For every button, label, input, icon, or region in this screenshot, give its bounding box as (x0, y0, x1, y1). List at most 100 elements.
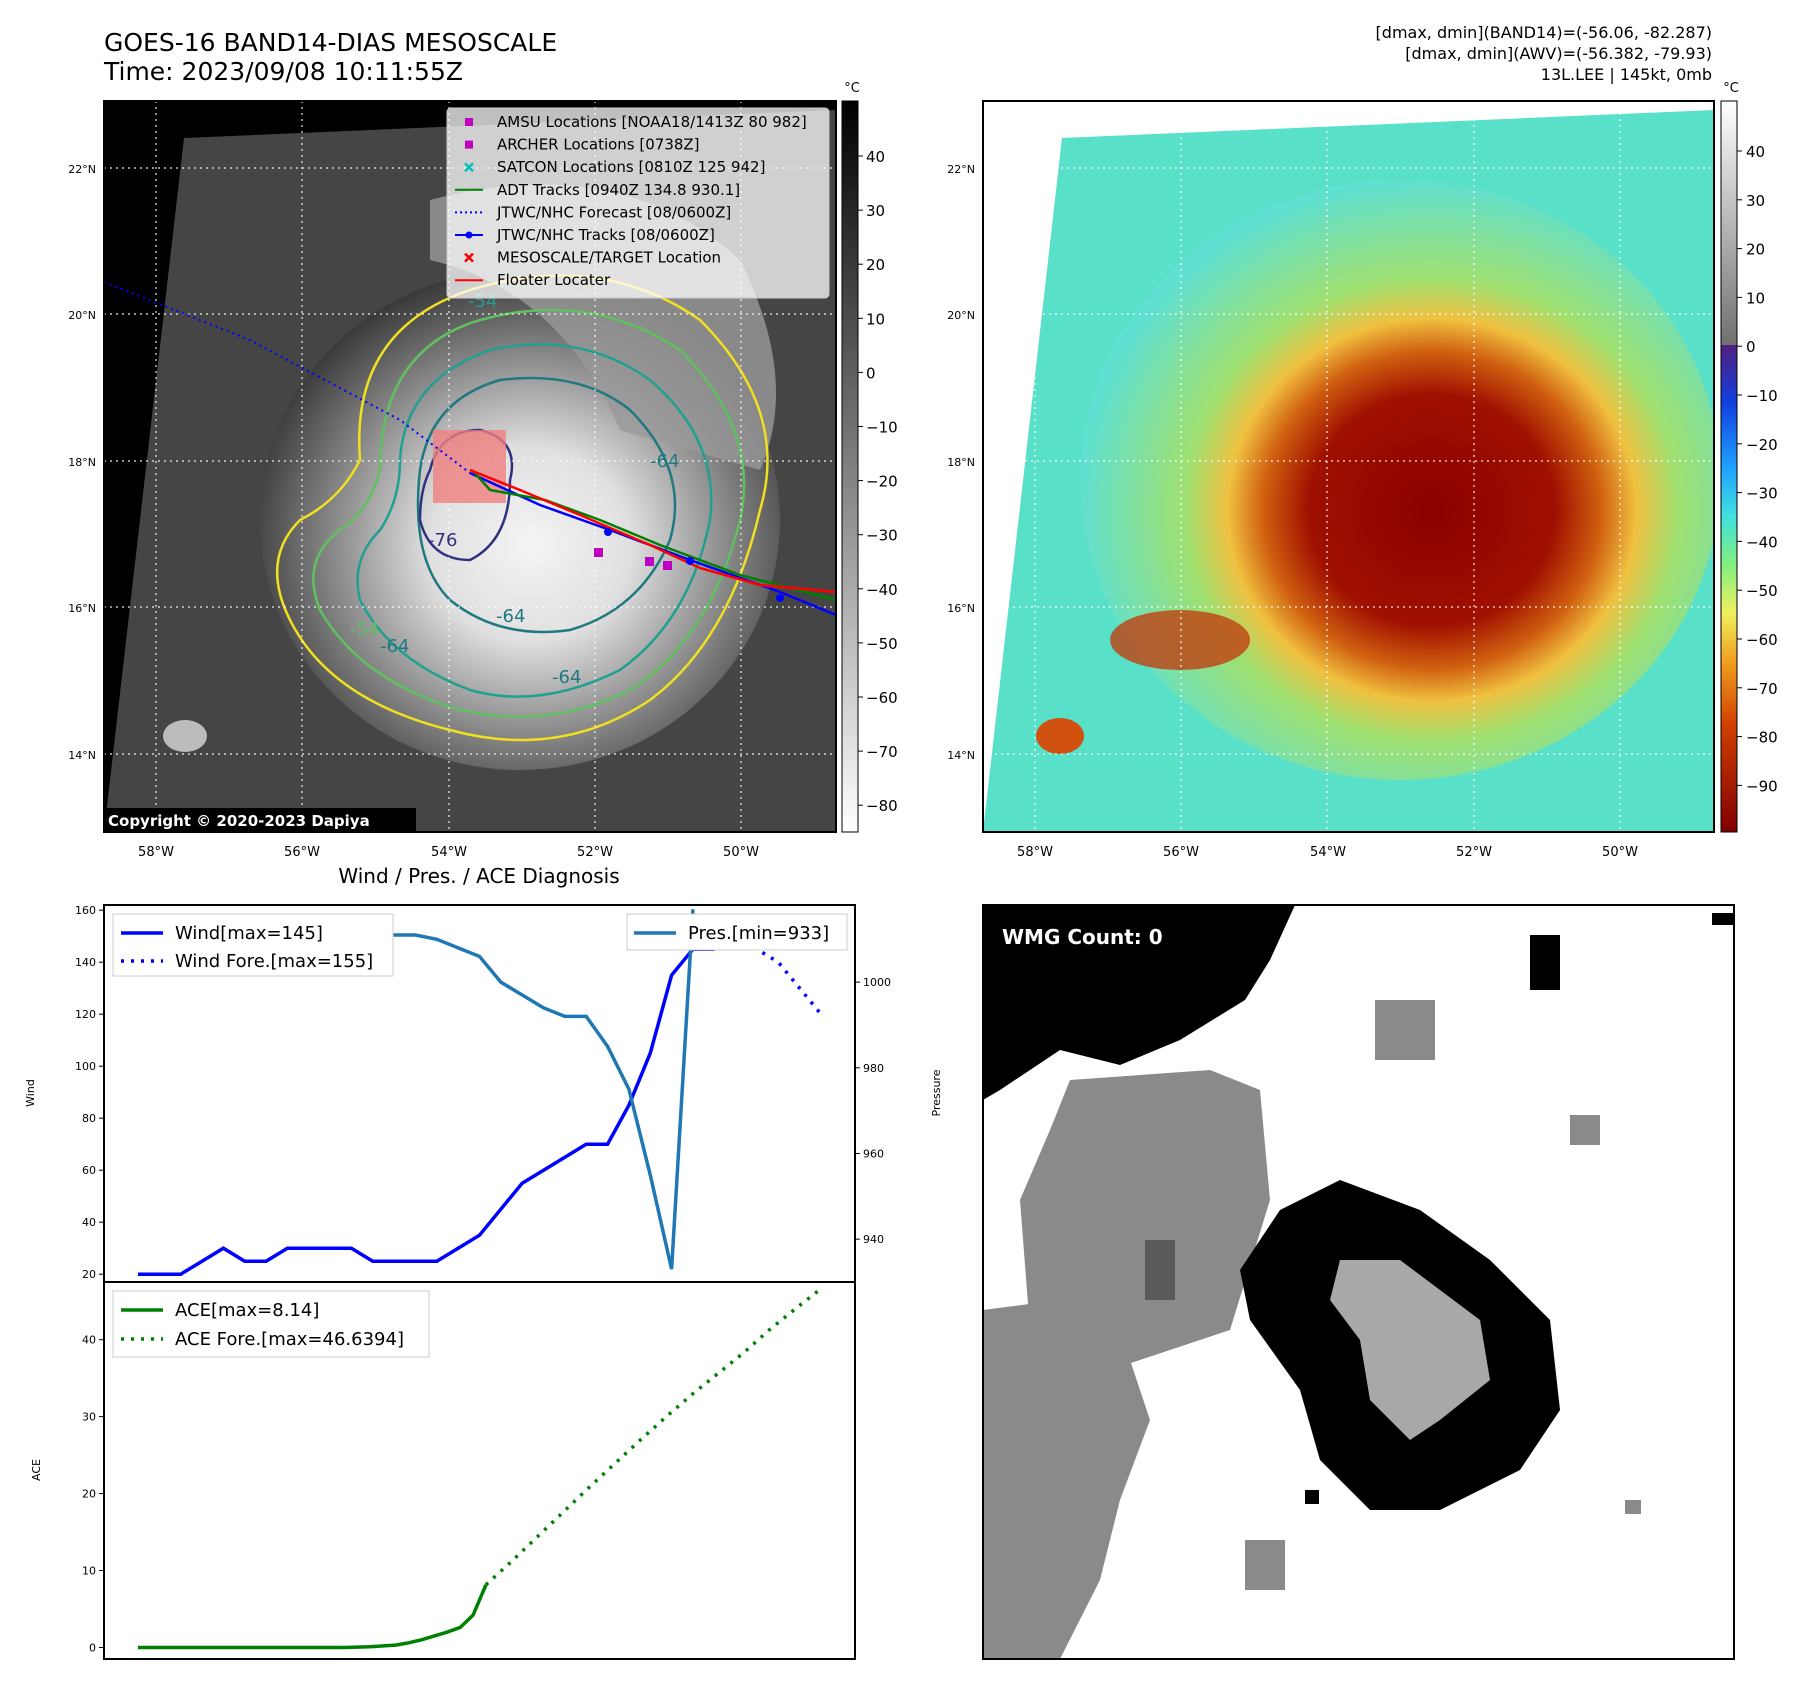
legend-marker-x (464, 162, 474, 173)
wind-legend-box (112, 913, 394, 977)
wmg-gray-lower-left (983, 1300, 1150, 1659)
colorbar-tick-label: 20 (1746, 241, 1765, 259)
legend-marker-x (464, 252, 474, 263)
wmg-count-label: WMG Count: 0 (1002, 925, 1163, 949)
contour-green (312, 308, 746, 718)
colorbar-tick-label: −80 (1746, 729, 1778, 747)
wind-tick-label: 120 (75, 1008, 96, 1021)
wmg-black-top-left (983, 905, 1295, 1100)
wmg-gray-eye (1330, 1260, 1490, 1440)
colorbar-tick-label: −60 (866, 689, 898, 707)
ace-legend-box (112, 1290, 430, 1358)
lon-tick-label: 56°W (1163, 845, 1199, 860)
legend-label: SATCON Locations [0810Z 125 942] (497, 158, 765, 176)
colorbar-tick-label: 30 (866, 202, 885, 220)
lon-tick-label: 58°W (138, 845, 174, 860)
lat-tick-label: 14°N (947, 749, 975, 762)
colorbar-tick-label: 40 (866, 148, 885, 166)
colorbar-tick-label: 0 (866, 364, 876, 382)
legend-label: JTWC/NHC Tracks [08/0600Z] (496, 226, 715, 244)
legend-marker-dot (465, 231, 473, 239)
colorbar-tick-label: −80 (866, 797, 898, 815)
lat-tick-label: 14°N (68, 749, 96, 762)
series-line-1 (691, 920, 823, 1016)
lon-tick-label: 56°W (284, 845, 320, 860)
figure-title: GOES-16 BAND14-DIAS MESOSCALE (104, 28, 557, 57)
ace-legend-label: ACE[max=8.14] (175, 1300, 319, 1321)
ir-map-panel: -54 -64 -76 -64 -64 -54 -64 Copyright © … (103, 100, 837, 833)
floater-track (469, 468, 836, 594)
colorbar-tick-label: −60 (1746, 631, 1778, 649)
lat-tick-label: 20°N (68, 309, 96, 322)
colorbar-tick-label: −40 (866, 581, 898, 599)
colorbar-tick-label: 10 (866, 310, 885, 328)
wmg-panel: WMG Count: 0 (982, 904, 1735, 1660)
contour-label: -64 (380, 636, 409, 657)
lat-tick-label: 20°N (947, 309, 975, 322)
colorbar-tick-label: −50 (1746, 582, 1778, 600)
contour-label: -64 (496, 606, 525, 627)
map-legend: AMSU Locations [NOAA18/1413Z 80 982] ARCH… (446, 107, 830, 299)
contour-label: -64 (552, 667, 581, 688)
colorbar-tick-label: 40 (1746, 143, 1765, 161)
info-awv: [dmax, dmin](AWV)=(-56.382, -79.93) (1405, 44, 1712, 63)
wind-tick-label: 100 (75, 1060, 96, 1073)
wind-axis-label: Wind (24, 1079, 37, 1107)
info-storm: 13L.LEE | 145kt, 0mb (1541, 65, 1712, 84)
colorbar-tick-label: −30 (1746, 485, 1778, 503)
pressure-axis-label: Pressure (930, 1069, 943, 1116)
colorbar-tick-label: 30 (1746, 192, 1765, 210)
colorbar-tick-label: −50 (866, 635, 898, 653)
lon-tick-label: 54°W (1310, 845, 1346, 860)
colorbar-tick-label: −20 (866, 473, 898, 491)
legend-marker-square (465, 140, 473, 149)
pressure-tick-label: 940 (863, 1233, 884, 1246)
contour-label: -64 (650, 451, 679, 472)
lon-tick-label: 52°W (577, 845, 613, 860)
legend-label: MESOSCALE/TARGET Location (497, 249, 721, 267)
series-line-0 (138, 947, 715, 1276)
ace-fore-legend-label: ACE Fore.[max=46.6394] (175, 1329, 404, 1350)
color-map-panel (982, 100, 1715, 833)
legend-label: JTWC/NHC Forecast [08/0600Z] (496, 203, 731, 221)
wind-tick-label: 40 (82, 1216, 96, 1229)
colorbar-left-unit: °C (844, 81, 860, 96)
colorbar-tick-label: −20 (1746, 436, 1778, 454)
colorbar-tick-label: 20 (866, 256, 885, 274)
colorbar-tick-label: −30 (866, 527, 898, 545)
lat-tick-label: 18°N (68, 456, 96, 469)
wmg-gray-mid (1020, 1070, 1270, 1370)
wind-fore-legend-label: Wind Fore.[max=155] (175, 951, 373, 972)
colorbar-left: °C 40 30 20 10 0 −10 −20 −30 −40 −50 −60 −70 −80 (841, 81, 898, 833)
colorbar-right-unit: °C (1723, 81, 1739, 96)
wind-pressure-chart: Wind Pressure 20 40 60 80 100 120 140 160 940 960… (24, 904, 943, 1283)
copyright-box (104, 808, 416, 832)
ace-chart: ACE 0 10 20 30 40 ACE[max=8.14] ACE Fore.[max=… (30, 1281, 856, 1660)
pressure-tick-label: 1000 (863, 976, 891, 989)
colorbar-right: °C 40 30 20 10 0 −10 −20 −30 −40 −50 −60 −70 −80 −90 (1720, 81, 1778, 833)
colorbar-tick-label: −70 (866, 743, 898, 761)
colorbar-tick-label: −10 (1746, 387, 1778, 405)
diagnosis-title: Wind / Pres. / ACE Diagnosis (338, 864, 619, 888)
lon-tick-label: 54°W (431, 845, 467, 860)
lat-tick-label: 16°N (68, 602, 96, 615)
lat-tick-label: 22°N (68, 163, 96, 176)
pressure-tick-label: 980 (863, 1062, 884, 1075)
figure-time: Time: 2023/09/08 10:11:55Z (103, 57, 463, 86)
contour-label: -76 (428, 530, 457, 551)
colorbar-tick-label: 0 (1746, 338, 1756, 356)
colorbar-tick-label: −10 (866, 419, 898, 437)
pressure-legend-label: Pres.[min=933] (688, 923, 829, 944)
ace-axis-label: ACE (30, 1459, 43, 1481)
wind-legend-label: Wind[max=145] (175, 923, 323, 944)
wind-tick-label: 80 (82, 1112, 96, 1125)
colorbar-tick-label: −40 (1746, 533, 1778, 551)
legend-marker-square (465, 118, 473, 126)
colorbar-tick-label: 10 (1746, 289, 1765, 307)
legend-label: Floater Locater (497, 271, 611, 289)
colorbar-tick-label: −90 (1746, 777, 1778, 795)
lon-tick-label: 50°W (1602, 845, 1638, 860)
colorbar-tick-label: −70 (1746, 680, 1778, 698)
wind-tick-label: 160 (75, 904, 96, 917)
